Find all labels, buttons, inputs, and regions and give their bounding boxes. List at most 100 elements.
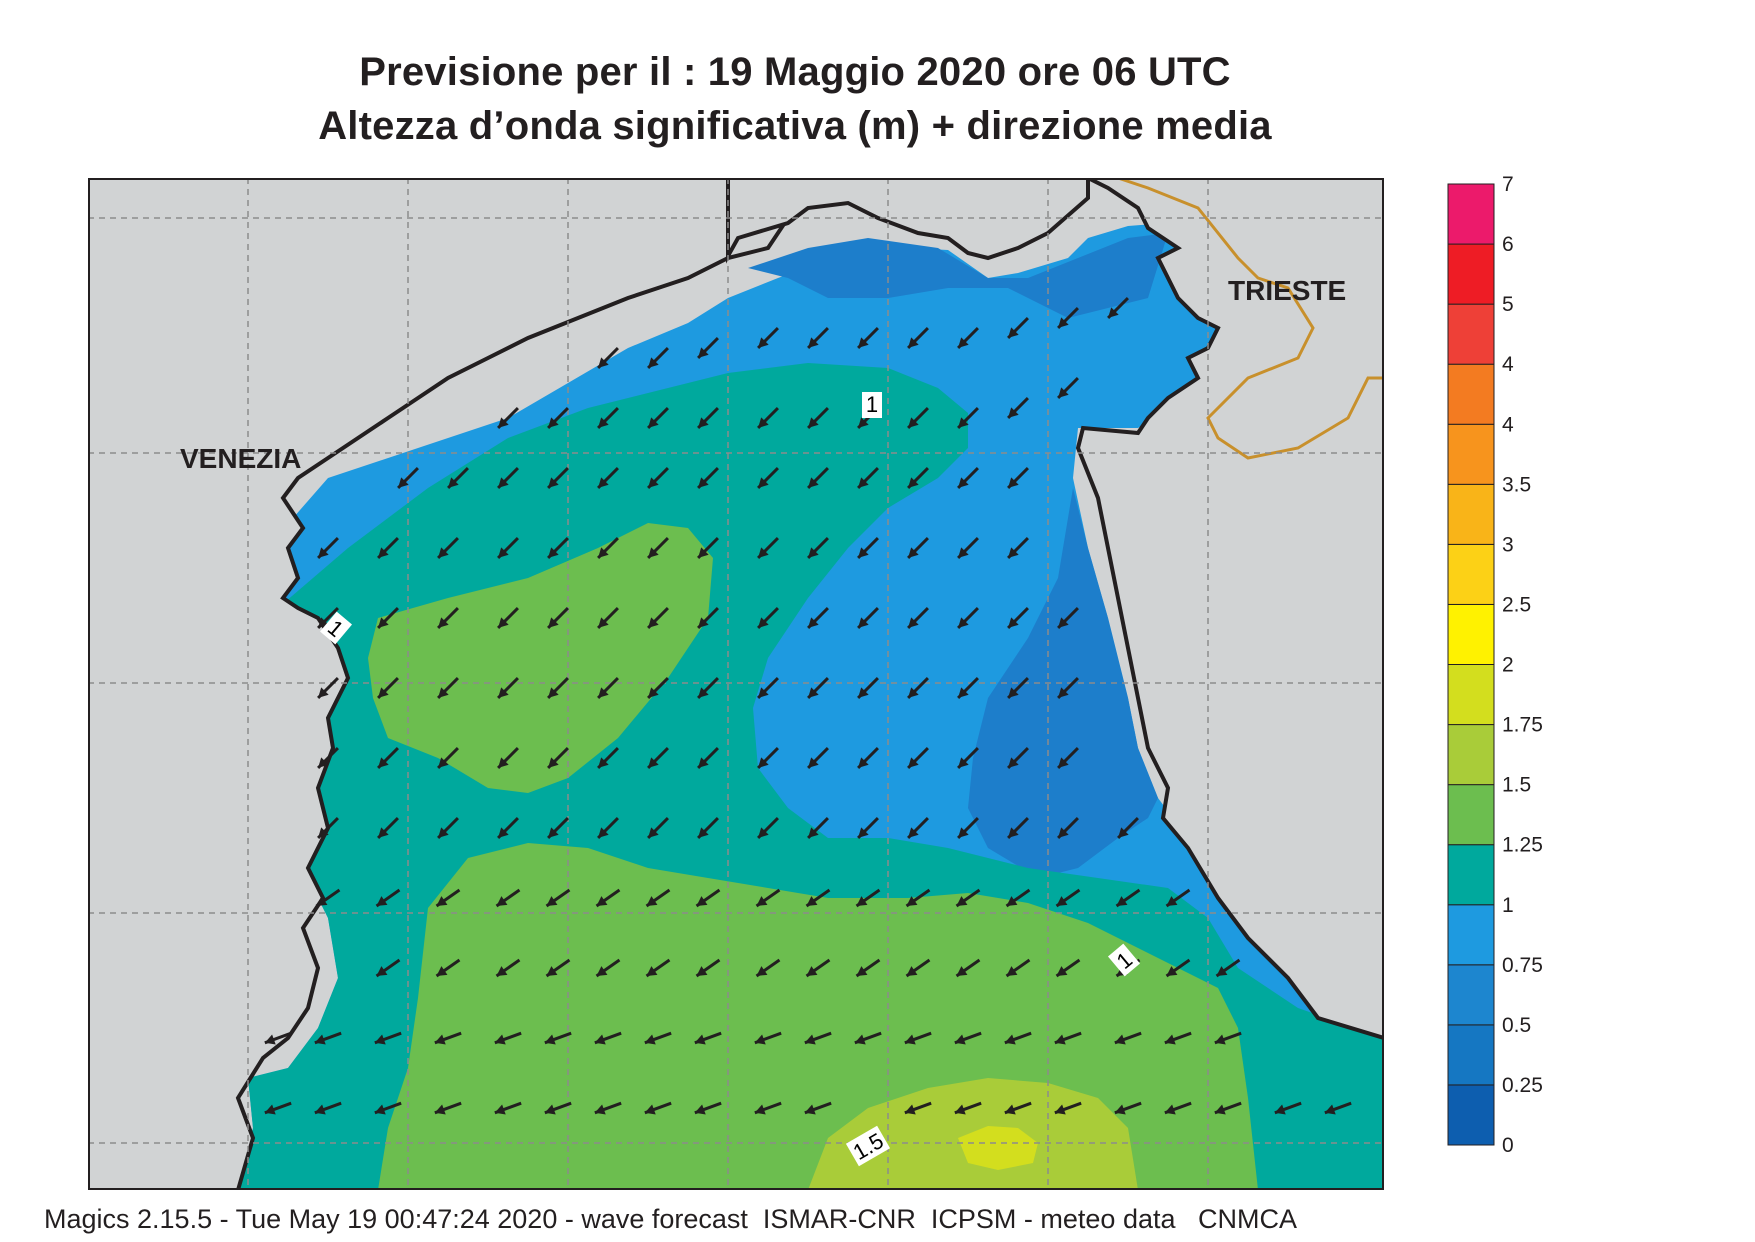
direction-arrow: [597, 407, 619, 429]
direction-arrow: [437, 537, 459, 559]
direction-arrow: [597, 537, 619, 559]
direction-arrow: [957, 407, 979, 429]
direction-arrow: [647, 467, 669, 489]
direction-arrow: [757, 537, 779, 559]
direction-arrow: [1214, 1101, 1242, 1115]
sea-field-125-15-central: [368, 523, 713, 793]
legend-swatch: [1447, 844, 1495, 906]
direction-arrow: [1054, 1031, 1082, 1045]
legend-swatch: [1447, 904, 1495, 966]
legend-label: 1.25: [1502, 834, 1543, 857]
direction-arrow: [377, 607, 399, 629]
direction-arrow: [855, 958, 881, 978]
direction-arrow: [647, 817, 669, 839]
direction-arrow: [597, 747, 619, 769]
direction-arrow: [1117, 817, 1139, 839]
direction-arrow: [957, 537, 979, 559]
direction-arrow: [907, 467, 929, 489]
direction-arrow: [957, 677, 979, 699]
map-frame: [88, 178, 1384, 1190]
legend-label: 1.5: [1502, 774, 1531, 797]
direction-arrow: [1007, 677, 1029, 699]
direction-arrow: [1007, 397, 1029, 419]
direction-arrow: [807, 467, 829, 489]
direction-arrow: [695, 888, 721, 908]
direction-arrow: [954, 1101, 982, 1115]
direction-arrow: [807, 747, 829, 769]
direction-arrow: [1055, 888, 1081, 908]
direction-arrow: [857, 607, 879, 629]
direction-arrow: [435, 888, 461, 908]
direction-arrow: [375, 958, 401, 978]
direction-arrow: [1007, 537, 1029, 559]
sea-field-05-075: [968, 488, 1158, 878]
legend-label: 6: [1502, 233, 1514, 256]
direction-arrow: [755, 958, 781, 978]
direction-arrow: [447, 467, 469, 489]
legend-label: 3.5: [1502, 473, 1531, 496]
legend-label: 0.25: [1502, 1074, 1543, 1097]
direction-arrow: [697, 467, 719, 489]
direction-arrow: [857, 747, 879, 769]
direction-arrow: [497, 677, 519, 699]
direction-arrow: [1215, 958, 1241, 978]
direction-arrow: [907, 407, 929, 429]
direction-arrow: [697, 747, 719, 769]
direction-arrow: [547, 817, 569, 839]
direction-arrow: [495, 888, 521, 908]
direction-arrow: [904, 1031, 932, 1045]
direction-arrow: [957, 817, 979, 839]
direction-arrow: [757, 607, 779, 629]
direction-arrow: [644, 1101, 672, 1115]
direction-arrow: [264, 1031, 292, 1045]
direction-arrow: [644, 1031, 672, 1045]
direction-arrow: [907, 677, 929, 699]
legend-label: 2.5: [1502, 593, 1531, 616]
direction-arrow: [437, 607, 459, 629]
direction-arrow: [597, 467, 619, 489]
direction-arrow: [857, 537, 879, 559]
direction-arrow: [1107, 297, 1129, 319]
direction-arrow: [497, 607, 519, 629]
direction-arrow: [437, 677, 459, 699]
direction-arrow: [1057, 307, 1079, 329]
direction-arrow: [957, 607, 979, 629]
svg-text:1: 1: [866, 392, 878, 417]
direction-arrow: [907, 537, 929, 559]
legend-label: 4: [1502, 413, 1514, 436]
direction-arrow: [1165, 958, 1191, 978]
legend-label: 7: [1502, 173, 1514, 196]
direction-arrow: [1005, 888, 1031, 908]
direction-arrow: [1057, 747, 1079, 769]
direction-arrow: [1165, 888, 1191, 908]
direction-arrow: [957, 747, 979, 769]
direction-arrow: [907, 817, 929, 839]
direction-arrow: [805, 958, 831, 978]
direction-arrow: [597, 677, 619, 699]
direction-arrow: [377, 677, 399, 699]
venice-lagoon-land: [88, 178, 869, 1190]
direction-arrow: [547, 607, 569, 629]
direction-arrow: [1007, 317, 1029, 339]
legend-swatch: [1447, 724, 1495, 786]
direction-arrow: [544, 1101, 572, 1115]
direction-arrow: [264, 1101, 292, 1115]
direction-arrow: [955, 958, 981, 978]
direction-arrow: [497, 537, 519, 559]
legend-label: 5: [1502, 293, 1514, 316]
direction-arrow: [495, 958, 521, 978]
direction-arrow: [545, 958, 571, 978]
direction-arrow: [377, 817, 399, 839]
direction-arrow: [804, 1101, 832, 1115]
direction-arrow: [697, 677, 719, 699]
direction-arrow: [594, 1101, 622, 1115]
direction-arrow: [434, 1101, 462, 1115]
direction-arrow: [757, 817, 779, 839]
direction-arrow: [375, 888, 401, 908]
direction-arrow: [1004, 1101, 1032, 1115]
direction-arrow: [317, 817, 339, 839]
direction-arrow: [374, 1101, 402, 1115]
direction-arrow: [757, 677, 779, 699]
legend-swatch: [1447, 423, 1495, 485]
legend-swatch: [1447, 363, 1495, 425]
